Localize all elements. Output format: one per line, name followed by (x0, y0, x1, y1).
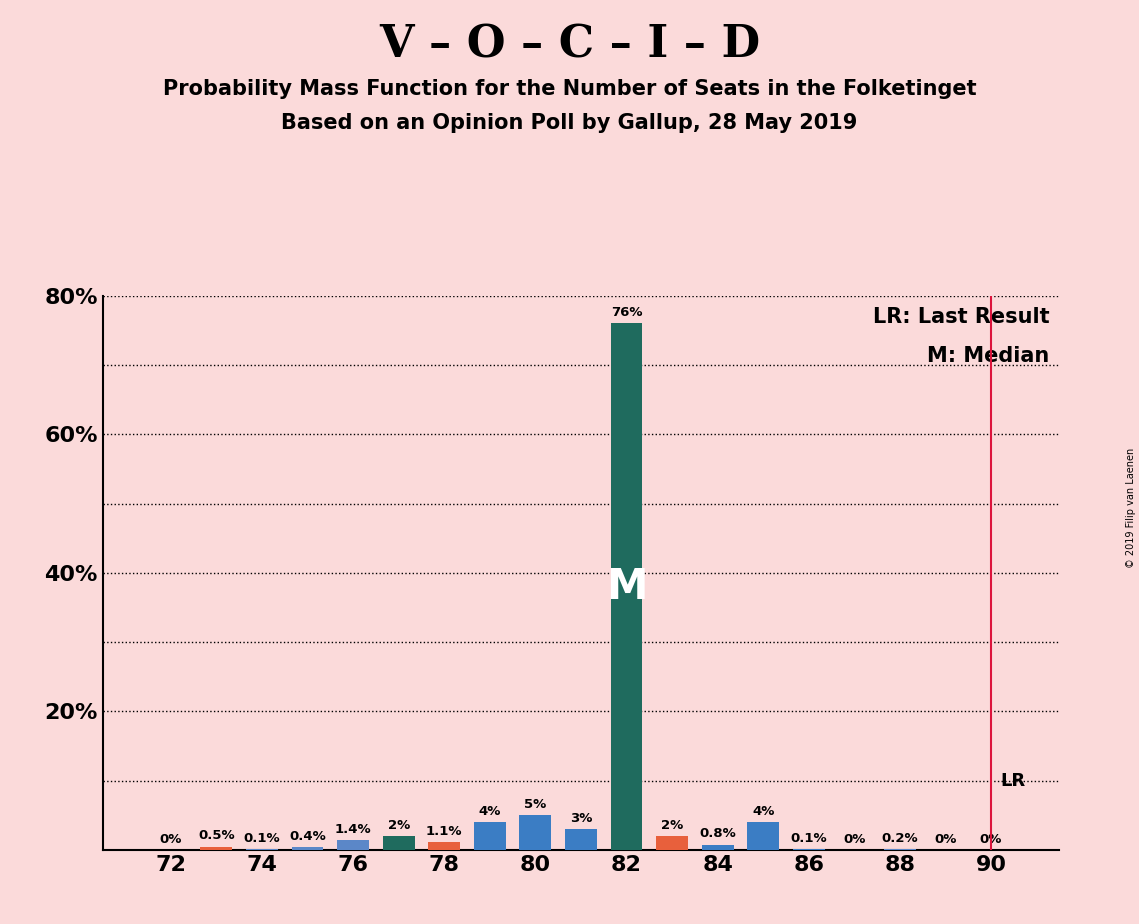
Text: 4%: 4% (478, 805, 501, 819)
Text: 5%: 5% (524, 798, 547, 811)
Text: V – O – C – I – D: V – O – C – I – D (379, 23, 760, 67)
Text: © 2019 Filip van Laenen: © 2019 Filip van Laenen (1126, 448, 1136, 568)
Bar (565, 830, 597, 850)
Text: 0%: 0% (980, 833, 1002, 846)
Text: 0.2%: 0.2% (882, 832, 918, 845)
Bar (292, 847, 323, 850)
Text: 0.1%: 0.1% (244, 833, 280, 845)
Bar (383, 836, 415, 850)
Bar (884, 848, 916, 850)
Text: 0%: 0% (159, 833, 182, 846)
Bar (656, 836, 688, 850)
Text: Based on an Opinion Poll by Gallup, 28 May 2019: Based on an Opinion Poll by Gallup, 28 M… (281, 113, 858, 133)
Text: M: Median: M: Median (927, 346, 1050, 366)
Text: 0%: 0% (934, 833, 957, 846)
Text: 0.1%: 0.1% (790, 833, 827, 845)
Bar (611, 323, 642, 850)
Bar (200, 846, 232, 850)
Text: 0.8%: 0.8% (699, 827, 736, 841)
Bar (747, 822, 779, 850)
Text: 3%: 3% (570, 812, 592, 825)
Bar (702, 845, 734, 850)
Text: LR: Last Result: LR: Last Result (874, 307, 1050, 327)
Bar (428, 843, 460, 850)
Text: 4%: 4% (752, 805, 775, 819)
Text: 1.4%: 1.4% (335, 823, 371, 836)
Text: 0.4%: 0.4% (289, 830, 326, 843)
Text: 1.1%: 1.1% (426, 825, 462, 838)
Bar (337, 841, 369, 850)
Text: 2%: 2% (387, 819, 410, 832)
Bar (519, 816, 551, 850)
Text: 0%: 0% (843, 833, 866, 846)
Bar (474, 822, 506, 850)
Text: Probability Mass Function for the Number of Seats in the Folketinget: Probability Mass Function for the Number… (163, 79, 976, 99)
Text: M: M (606, 565, 647, 608)
Text: LR: LR (1000, 772, 1025, 790)
Text: 0.5%: 0.5% (198, 830, 235, 843)
Text: 76%: 76% (611, 306, 642, 320)
Text: 2%: 2% (661, 819, 683, 832)
